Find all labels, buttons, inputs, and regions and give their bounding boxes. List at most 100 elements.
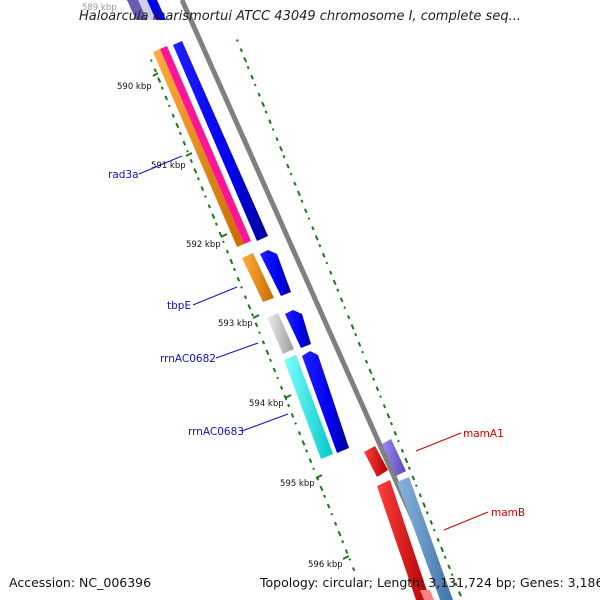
gene-feature-orange-rad3a	[153, 49, 244, 247]
gc-dot-inner	[251, 313, 254, 317]
gene-label-mamB[interactable]: mamB	[491, 507, 525, 519]
gene-label-rad3a[interactable]: rad3a	[108, 169, 139, 181]
genes-label: Genes:	[519, 575, 564, 590]
gc-dot-inner	[229, 258, 234, 265]
gc-dot-outer	[443, 555, 447, 559]
gc-dot-outer	[386, 413, 391, 419]
gc-dot-outer	[407, 466, 411, 470]
gene-label-rrnAC0682[interactable]: rrnAC0682	[160, 353, 216, 365]
gc-dot-outer	[261, 101, 266, 108]
gc-dot-inner	[196, 177, 200, 181]
length-label: Length:	[376, 575, 425, 590]
gene-feature-magenta-rad3a	[160, 46, 251, 244]
gc-dot-inner	[233, 267, 236, 272]
gc-dot-outer	[250, 74, 254, 80]
tick-label-589: 589 kbp	[82, 3, 117, 13]
gc-dot-outer	[457, 591, 462, 597]
gc-dot-outer	[382, 404, 387, 409]
gc-dot-inner	[323, 494, 327, 498]
gc-dot-outer	[325, 261, 329, 265]
gene-top-gray	[138, 0, 156, 20]
gc-dot-inner	[200, 186, 205, 192]
gc-dot-inner	[258, 331, 261, 334]
tick-label-595: 595 kbp	[280, 479, 315, 489]
gc-dot-outer	[418, 493, 422, 498]
gc-dot-inner	[337, 530, 342, 537]
genes-value: 3,186	[567, 575, 600, 590]
gc-dot-outer	[271, 128, 275, 131]
gc-dot-outer	[275, 137, 279, 142]
map-title: Haloarcula marismortui ATCC 43049 chromo…	[79, 9, 521, 24]
gc-dot-outer	[318, 243, 322, 248]
gc-dot-outer	[321, 252, 326, 258]
gene-forward-cds-4	[302, 351, 349, 453]
gc-dot-outer	[347, 315, 351, 320]
gene-forward-cds-2	[260, 250, 291, 296]
tick-label-591: 591 kbp	[151, 161, 186, 171]
gc-dot-inner	[287, 403, 291, 408]
gc-dot-outer	[253, 83, 257, 87]
gene-label-tbpE[interactable]: tbpE	[167, 300, 191, 312]
gc-dot-inner	[243, 295, 248, 300]
gc-dot-inner	[222, 240, 225, 244]
gc-dot-inner	[265, 349, 270, 356]
gc-dot-inner	[211, 213, 216, 219]
gc-dot-outer	[296, 190, 301, 197]
gc-dot-outer	[361, 350, 364, 354]
gene-forward-cds-1	[173, 41, 268, 241]
leader-mamB	[443, 511, 489, 531]
gc-dot-inner	[269, 358, 272, 362]
tick-label-592: 592 kbp	[186, 240, 221, 250]
tick-label-594: 594 kbp	[249, 399, 284, 409]
gc-dot-inner	[341, 539, 345, 544]
accession-info: Accession: NC_006396	[9, 575, 151, 590]
gc-dot-inner	[160, 86, 164, 90]
gene-feature-gray-rrnAC0682	[267, 313, 294, 354]
gc-dot-inner	[344, 549, 349, 554]
gc-dot-outer	[293, 181, 297, 186]
gc-dot-inner	[193, 168, 198, 174]
leader-mamA1	[415, 432, 462, 452]
gc-dot-outer	[329, 270, 333, 275]
gc-dot-inner	[312, 467, 315, 471]
gene-feature-red-1	[364, 446, 388, 477]
gc-dot-inner	[334, 521, 338, 526]
gc-dot-inner	[351, 567, 356, 572]
leader-rrnAC0683	[241, 413, 289, 432]
gc-dot-inner	[247, 304, 252, 310]
gc-dot-outer	[379, 395, 382, 398]
gc-dot-outer	[246, 65, 250, 70]
gc-dot-outer	[397, 439, 400, 443]
gc-dot-outer	[372, 377, 376, 381]
gc-dot-outer	[429, 519, 434, 525]
gc-dot-outer	[425, 511, 429, 515]
gc-dot-outer	[300, 199, 304, 203]
gc-dot-inner	[236, 276, 241, 282]
gc-dot-inner	[153, 68, 157, 73]
gene-feature-red-2	[377, 480, 430, 600]
gc-dot-inner	[171, 113, 175, 118]
gene-label-mamA1[interactable]: mamA1	[463, 428, 504, 440]
gc-dot-outer	[450, 573, 454, 577]
gc-dot-outer	[279, 145, 283, 152]
gc-dot-inner	[186, 149, 189, 153]
leader-rad3a	[138, 155, 183, 175]
gc-dot-inner	[182, 140, 187, 146]
gene-feature-steelblue-mamB	[397, 477, 453, 600]
gc-dot-outer	[343, 306, 347, 309]
gene-feature-cyan-rrnAC0683	[284, 355, 333, 459]
gc-dot-outer	[390, 421, 393, 426]
gc-dot-inner	[297, 431, 302, 436]
gc-dot-outer	[264, 110, 268, 114]
gc-dot-outer	[350, 324, 355, 330]
gc-dot-outer	[440, 546, 445, 553]
gene-forward-cds-3	[285, 310, 311, 348]
gc-dot-inner	[326, 503, 331, 509]
gc-dot-outer	[332, 279, 337, 286]
gc-dot-inner	[348, 558, 352, 561]
gc-dot-outer	[454, 582, 458, 587]
gc-dot-outer	[422, 502, 427, 508]
gc-dot-inner	[178, 131, 182, 136]
gene-label-rrnAC0683[interactable]: rrnAC0683	[188, 426, 244, 438]
gc-dot-inner	[276, 376, 279, 380]
